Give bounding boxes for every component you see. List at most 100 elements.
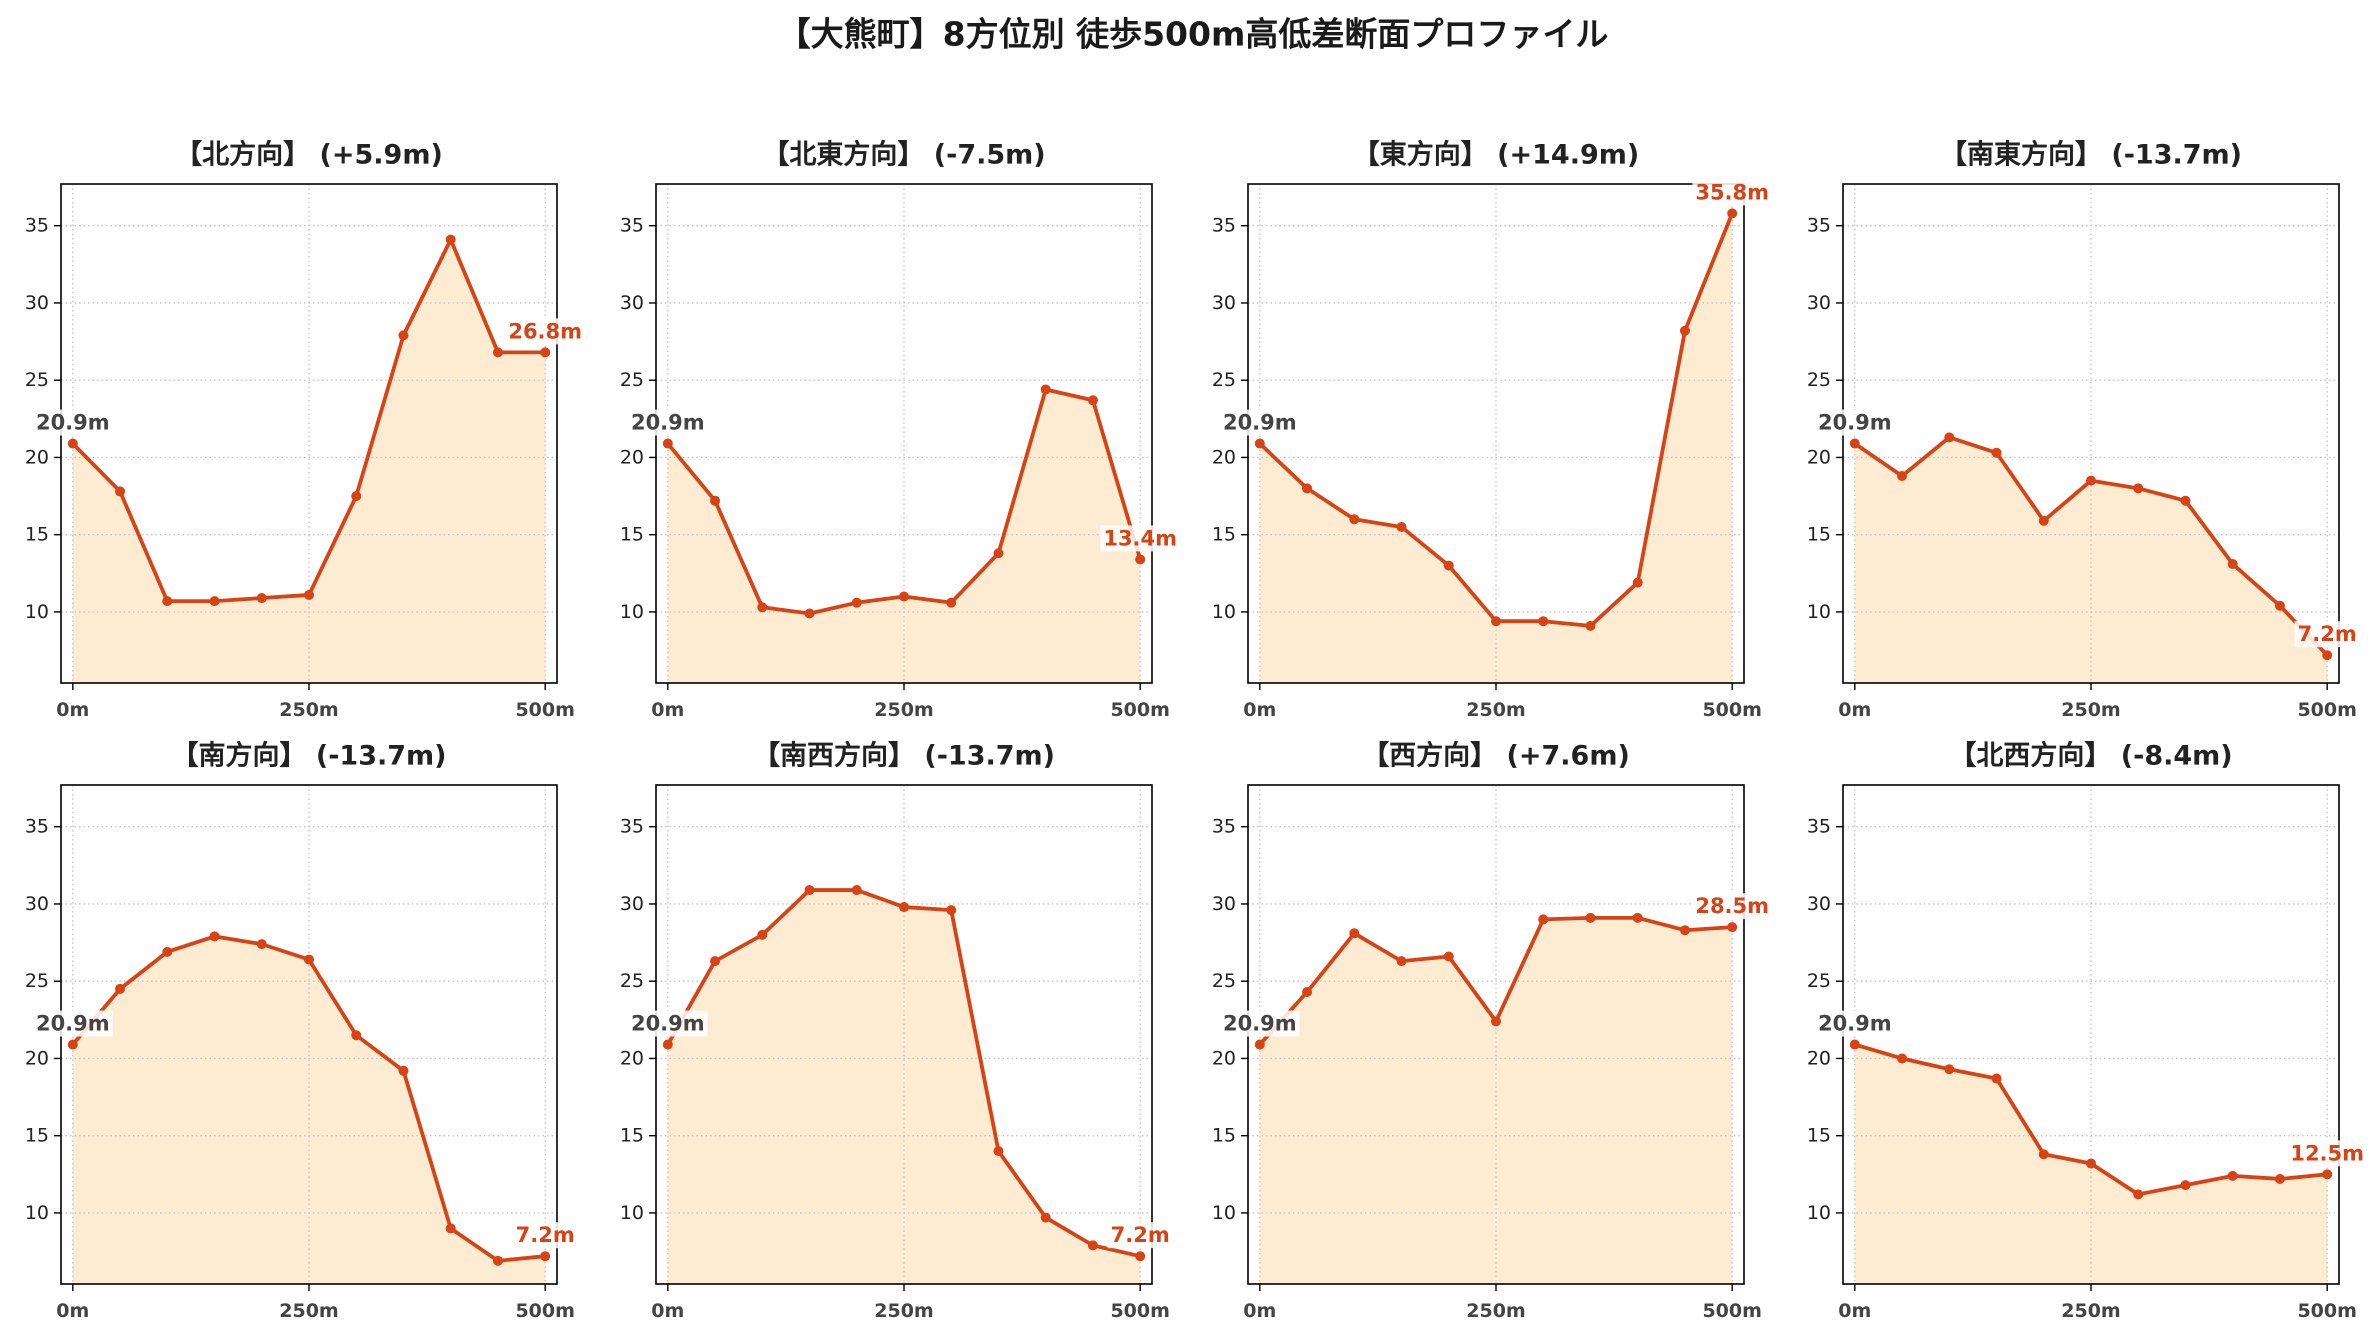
data-point (710, 956, 721, 967)
x-tick-label: 250m (2061, 1300, 2120, 1322)
value-label-background (1692, 179, 1773, 206)
area-fill (72, 239, 546, 684)
start-value-label: 20.9m (1223, 1012, 1297, 1036)
x-tick-label: 500m (2297, 1300, 2356, 1322)
start-value-label: 20.9m (1818, 411, 1892, 435)
data-point (1897, 470, 1908, 481)
y-tick-label: 10 (25, 1202, 49, 1224)
y-tick-label: 25 (25, 970, 49, 992)
y-tick-label: 35 (1212, 215, 1236, 237)
start-value-label: 20.9m (631, 411, 705, 435)
x-tick-label: 0m (1838, 699, 1871, 721)
y-tick-label: 15 (1807, 524, 1831, 546)
data-point (662, 1039, 673, 1050)
panel-2: 【東方向】 (+14.9m) 10 15 20 25 30 35 0m 250m 500m 20.9… (1212, 139, 1773, 721)
panel-1: 【北東方向】 (-7.5m) 10 15 20 25 30 35 0m 250m 500m 20.9… (620, 139, 1181, 721)
data-point (1727, 208, 1738, 219)
y-tick-label: 35 (1807, 816, 1831, 838)
data-point (1632, 577, 1643, 588)
data-point (398, 1065, 409, 1076)
data-point (67, 1039, 78, 1050)
y-tick-label: 15 (1212, 1125, 1236, 1147)
data-point (115, 983, 126, 994)
value-label-background (1219, 409, 1300, 436)
x-tick-label: 500m (1702, 1300, 1761, 1322)
value-label-background (32, 1010, 113, 1037)
data-point (351, 1030, 362, 1041)
y-tick-label: 30 (25, 292, 49, 314)
area-fill (667, 389, 1141, 683)
data-point (2086, 1158, 2096, 1169)
y-tick-label: 35 (25, 816, 49, 838)
end-value-label: 26.8m (508, 319, 582, 343)
panel-7: 【北西方向】 (-8.4m) 10 15 20 25 30 35 0m 250m 500m 20.9… (1807, 740, 2368, 1322)
data-point (1727, 922, 1738, 933)
data-point (804, 608, 815, 619)
data-point (851, 885, 862, 896)
data-point (1538, 914, 1549, 925)
data-point (1302, 987, 1313, 998)
data-point (1443, 560, 1454, 571)
panel-title: 【北西方向】 (-8.4m) (1949, 740, 2232, 772)
y-tick-label: 20 (620, 1047, 644, 1069)
data-point (162, 596, 173, 607)
y-tick-label: 20 (1212, 1047, 1236, 1069)
data-point (2274, 600, 2285, 611)
data-point (2180, 495, 2191, 506)
y-tick-label: 30 (1212, 893, 1236, 915)
end-value-label: 35.8m (1695, 180, 1769, 204)
x-tick-label: 250m (2061, 699, 2120, 721)
data-point (1538, 616, 1549, 627)
y-tick-label: 25 (1807, 970, 1831, 992)
data-point (1396, 521, 1407, 532)
end-value-label: 7.2m (2298, 622, 2357, 646)
value-label-background (512, 1222, 578, 1249)
start-value-label: 20.9m (631, 1012, 705, 1036)
y-tick-label: 15 (620, 524, 644, 546)
data-point (445, 234, 456, 245)
data-point (1087, 1240, 1098, 1251)
y-tick-label: 25 (620, 369, 644, 391)
y-tick-label: 25 (1807, 369, 1831, 391)
x-tick-label: 250m (279, 1300, 338, 1322)
panel-title: 【南西方向】 (-13.7m) (753, 740, 1055, 772)
y-tick-label: 25 (620, 970, 644, 992)
chart-title: 【大熊町】8方位別 徒歩500m高低差断面プロファイル (778, 15, 1609, 54)
y-tick-label: 15 (620, 1125, 644, 1147)
data-point (256, 593, 267, 604)
start-value-label: 20.9m (1223, 411, 1297, 435)
data-point (304, 589, 314, 600)
data-point (804, 885, 815, 896)
data-point (993, 548, 1004, 559)
data-point (256, 939, 267, 950)
data-point (492, 347, 503, 358)
y-tick-label: 15 (25, 524, 49, 546)
end-value-label: 28.5m (1695, 894, 1769, 918)
value-label-background (627, 1010, 708, 1037)
y-tick-label: 10 (1807, 1202, 1831, 1224)
value-label-background (32, 409, 113, 436)
data-point (2133, 483, 2144, 494)
data-point (1443, 951, 1454, 962)
value-label-background (1814, 409, 1895, 436)
value-label-background (1692, 893, 1773, 920)
data-point (1040, 1212, 1051, 1223)
data-point (304, 954, 314, 965)
panel-title: 【南東方向】 (-13.7m) (1940, 139, 2242, 171)
data-point (162, 946, 173, 957)
panel-title: 【西方向】 (+7.6m) (1362, 740, 1630, 772)
data-point (851, 597, 862, 608)
end-value-label: 13.4m (1103, 526, 1177, 550)
y-tick-label: 25 (25, 369, 49, 391)
y-tick-label: 10 (1212, 1202, 1236, 1224)
x-tick-label: 0m (1243, 699, 1276, 721)
data-point (1849, 1039, 1860, 1050)
data-point (2038, 1149, 2049, 1160)
data-point (1349, 514, 1360, 525)
data-point (209, 931, 220, 942)
panel-4: 【南方向】 (-13.7m) 10 15 20 25 30 35 0m 250m 500m 20.9… (25, 740, 578, 1322)
x-tick-label: 250m (874, 1300, 933, 1322)
data-point (1349, 928, 1360, 939)
data-point (1491, 1016, 1501, 1027)
x-tick-label: 0m (651, 699, 684, 721)
